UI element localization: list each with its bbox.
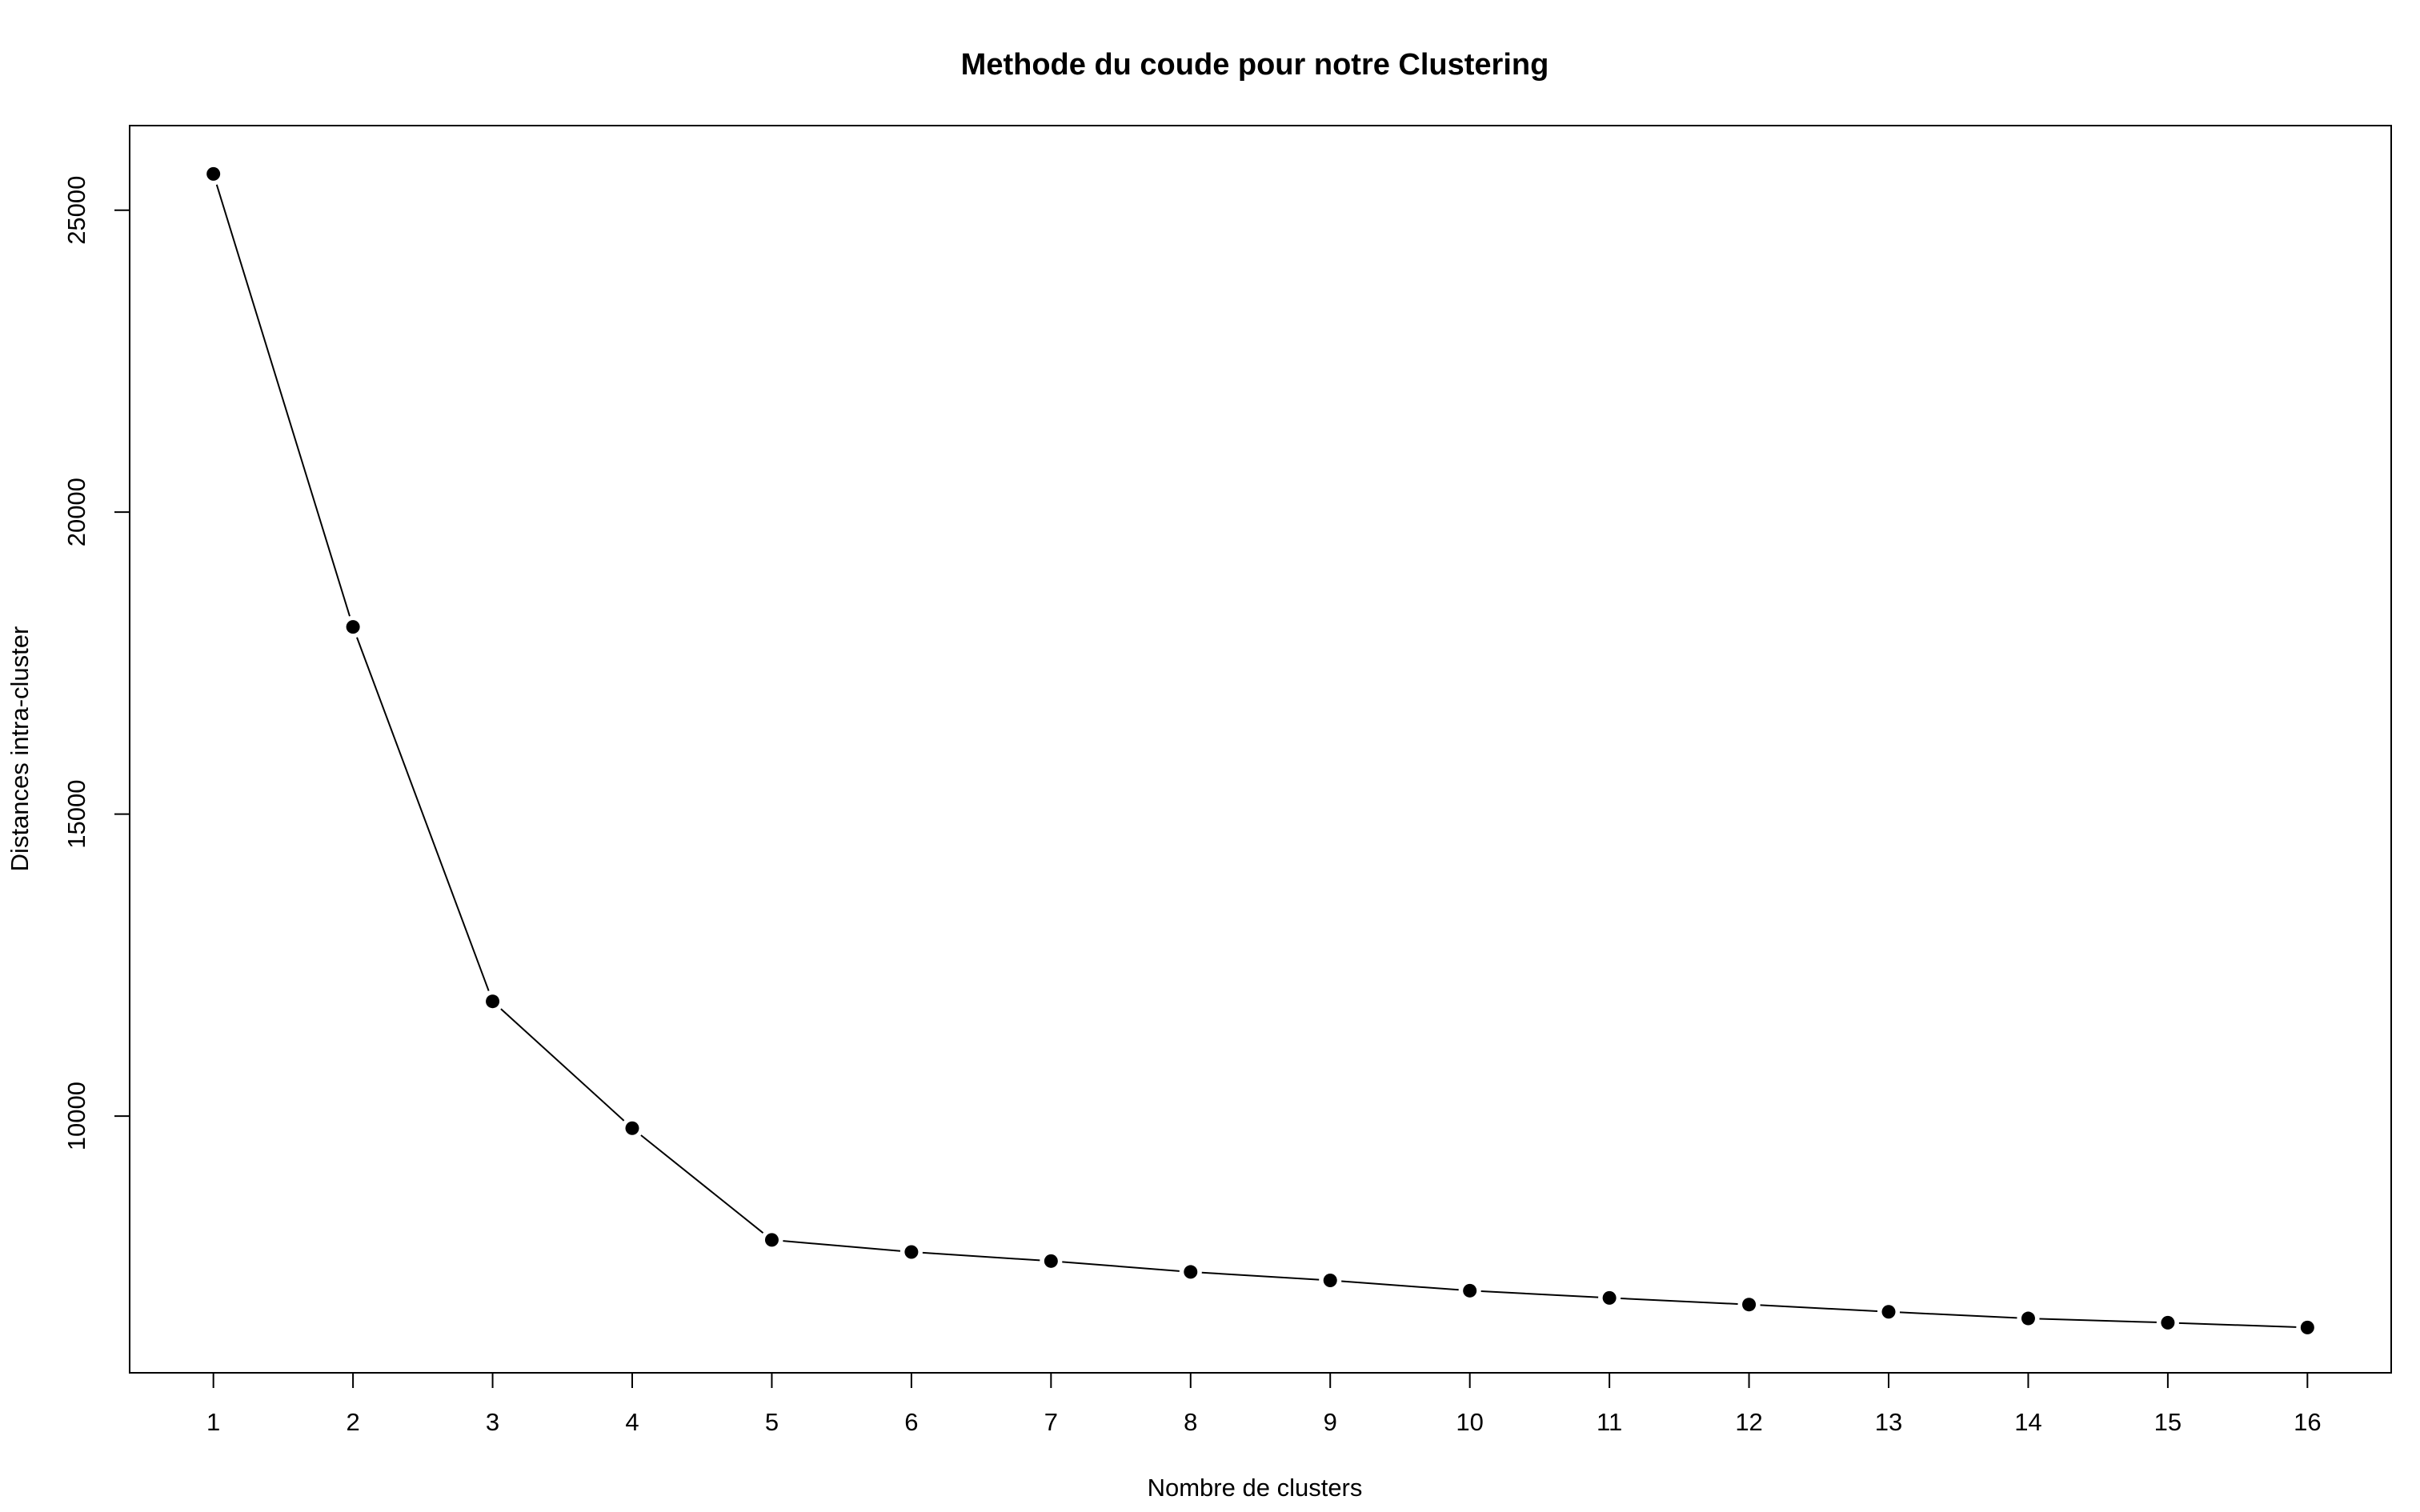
data-point xyxy=(206,166,221,181)
data-point xyxy=(2021,1311,2035,1326)
series-line-segment xyxy=(1899,1311,2017,1319)
x-axis-ticks: 1 2 3 4 5 6 7 8 9 10 11 12 13 14 15 16 xyxy=(206,1373,2322,1436)
x-tick-label: 3 xyxy=(486,1408,499,1436)
x-tick-label: 10 xyxy=(1456,1408,1483,1436)
series-line-segment xyxy=(2039,1318,2157,1323)
series-line-segment xyxy=(1621,1298,1738,1306)
series-line-segment xyxy=(1480,1290,1599,1298)
y-tick-label: 10000 xyxy=(62,1082,90,1150)
series-line-segment xyxy=(1760,1304,1878,1313)
x-tick-label: 11 xyxy=(1597,1408,1622,1436)
data-point xyxy=(1742,1298,1757,1312)
data-point xyxy=(486,994,500,1009)
x-axis-label: Nombre de clusters xyxy=(1148,1474,1363,1502)
x-tick-label: 9 xyxy=(1324,1408,1337,1436)
y-tick-label: 25000 xyxy=(62,176,90,245)
data-point xyxy=(904,1245,919,1259)
series-line-segment xyxy=(783,1240,901,1252)
plot-frame xyxy=(129,125,2392,1374)
data-point xyxy=(1881,1305,1896,1319)
series-line-segment xyxy=(1062,1261,1180,1272)
x-tick-label: 12 xyxy=(1735,1408,1762,1436)
y-axis-ticks: 10000 15000 20000 25000 xyxy=(62,176,130,1150)
data-point xyxy=(2161,1315,2175,1330)
series-layer xyxy=(206,166,2314,1334)
x-tick-label: 8 xyxy=(1184,1408,1197,1436)
x-tick-label: 1 xyxy=(206,1408,220,1436)
x-tick-label: 4 xyxy=(625,1408,639,1436)
series-line-segment xyxy=(215,184,351,617)
chart-title: Methode du coude pour notre Clustering xyxy=(961,48,1549,82)
series-line-segment xyxy=(500,1008,625,1122)
data-point xyxy=(1044,1254,1058,1268)
data-point xyxy=(346,620,360,634)
x-tick-label: 15 xyxy=(2154,1408,2182,1436)
x-tick-label: 13 xyxy=(1875,1408,1902,1436)
data-point xyxy=(764,1233,779,1247)
x-tick-label: 16 xyxy=(2294,1408,2321,1436)
x-axis: 1 2 3 4 5 6 7 8 9 10 11 12 13 14 15 16 xyxy=(206,1372,2322,1436)
data-point xyxy=(2300,1320,2314,1334)
series-line-segment xyxy=(1201,1271,1320,1281)
y-axis-label: Distances intra-cluster xyxy=(6,626,34,872)
y-tick-label: 20000 xyxy=(62,478,90,546)
x-tick-label: 5 xyxy=(765,1408,779,1436)
x-tick-label: 2 xyxy=(346,1408,359,1436)
series-line-segment xyxy=(640,1134,764,1234)
data-point xyxy=(625,1121,639,1135)
x-tick-label: 14 xyxy=(2014,1408,2041,1436)
series-line-segment xyxy=(922,1251,1040,1262)
series-line-segment xyxy=(2178,1322,2297,1328)
x-tick-label: 6 xyxy=(904,1408,918,1436)
data-point xyxy=(1463,1283,1477,1298)
series-line-segment xyxy=(1341,1280,1459,1291)
data-point xyxy=(1602,1290,1617,1305)
series-line-segment xyxy=(356,637,490,991)
data-point xyxy=(1184,1265,1198,1279)
x-tick-label: 7 xyxy=(1044,1408,1058,1436)
y-axis: 10000 15000 20000 25000 xyxy=(62,176,130,1150)
y-tick-label: 15000 xyxy=(62,780,90,849)
data-point xyxy=(1323,1273,1337,1287)
